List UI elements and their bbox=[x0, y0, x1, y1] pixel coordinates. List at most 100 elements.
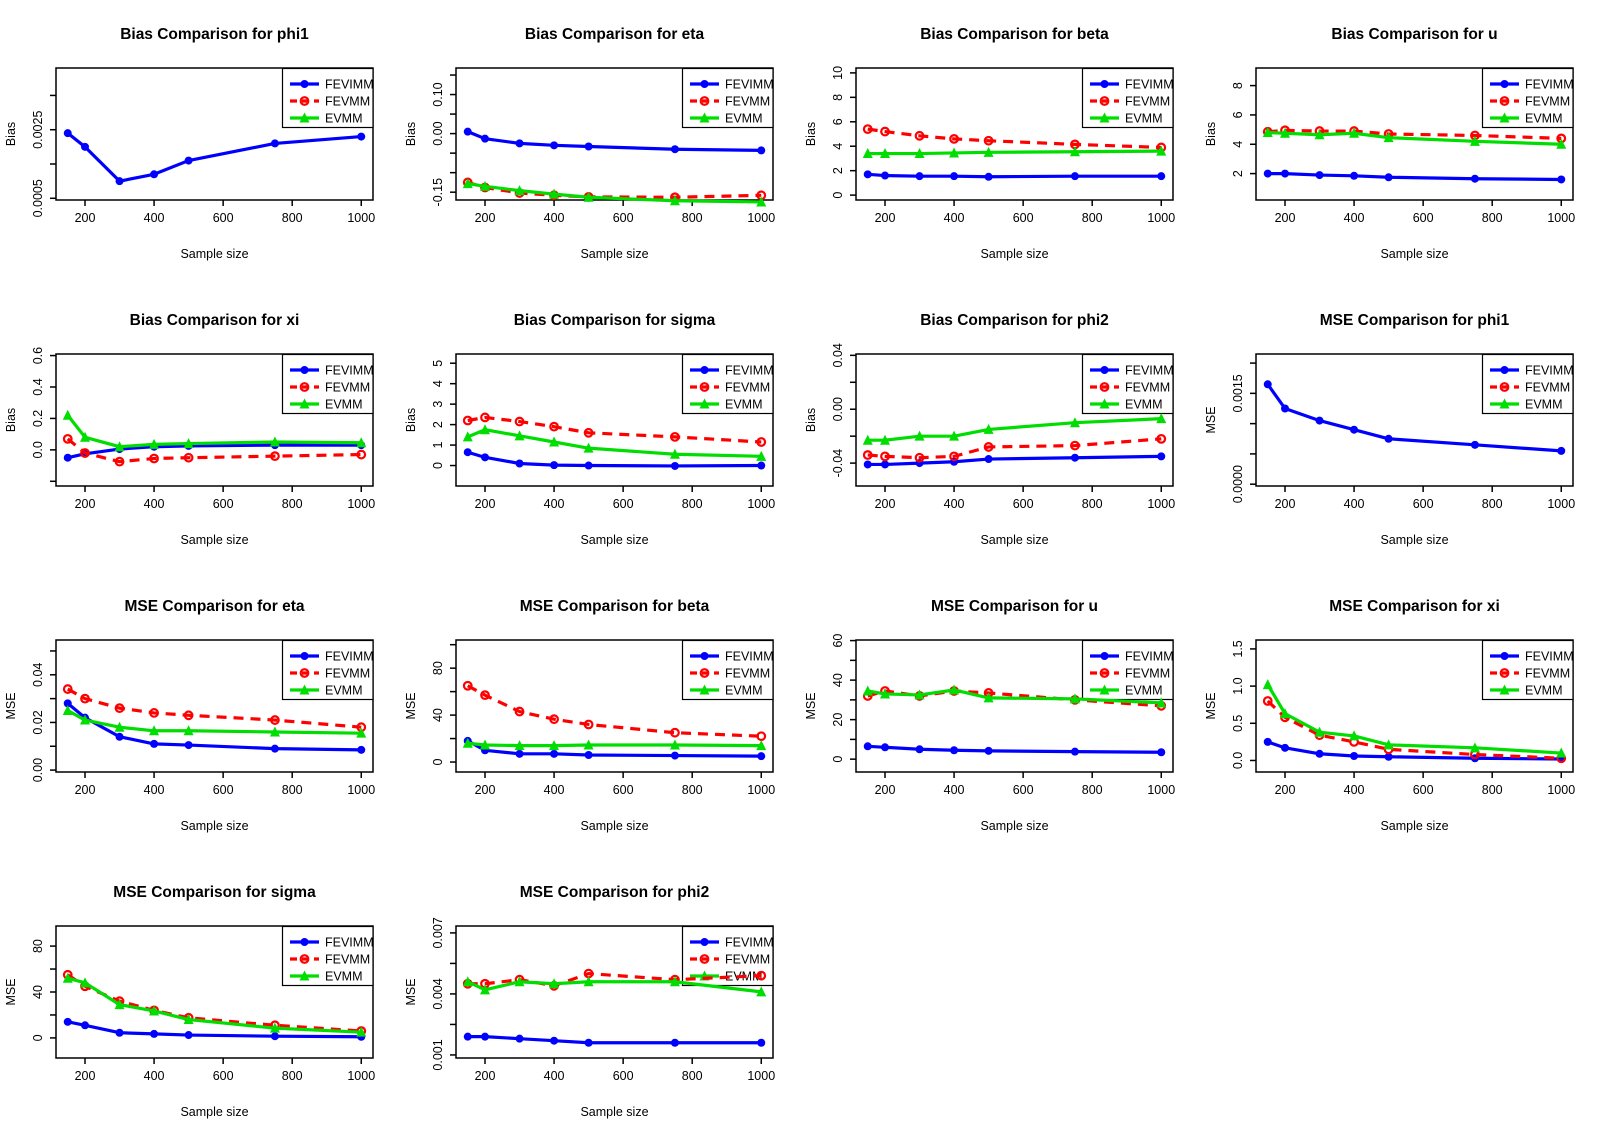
legend-label: FEVMM bbox=[325, 381, 370, 395]
marker-filled-triangle bbox=[114, 721, 125, 732]
chart-canvas-mse-comparison-for-phi1: MSE Comparison for phi1 200 400 600 800 1000 0… bbox=[1204, 312, 1575, 547]
marker-filled-triangle bbox=[1262, 679, 1273, 690]
marker-filled-triangle bbox=[1383, 739, 1394, 750]
marker-open-circle bbox=[756, 437, 767, 447]
marker-open-circle bbox=[514, 706, 525, 717]
marker-filled-triangle bbox=[914, 689, 925, 700]
marker-filled-circle bbox=[115, 177, 124, 186]
y-tick-label: -0.15 bbox=[431, 178, 445, 207]
x-tick-label: 400 bbox=[544, 211, 565, 225]
y-tick-label: 0 bbox=[431, 759, 445, 766]
x-tick-label: 400 bbox=[144, 1069, 165, 1083]
marker-filled-triangle bbox=[1069, 146, 1080, 157]
marker-filled-circle bbox=[550, 1036, 559, 1045]
chart-title: Bias Comparison for beta bbox=[920, 26, 1109, 43]
legend-label: FEVIMM bbox=[1125, 650, 1174, 664]
marker-filled-triangle bbox=[862, 685, 873, 696]
x-tick-label: 600 bbox=[1413, 783, 1434, 797]
legend-entry-evmm: EVMM bbox=[1490, 112, 1563, 126]
y-tick-label: 80 bbox=[31, 939, 45, 953]
x-tick-label: 1000 bbox=[747, 783, 775, 797]
series-evmm bbox=[462, 424, 767, 461]
plot-box bbox=[1255, 353, 1574, 487]
legend: FEVIMM FEVMM EVMM bbox=[281, 639, 374, 701]
marker-filled-triangle bbox=[756, 450, 767, 461]
marker-filled-triangle bbox=[949, 147, 960, 158]
marker-filled-triangle bbox=[299, 684, 310, 695]
series-line bbox=[867, 454, 1162, 467]
marker-filled-circle bbox=[1500, 652, 1509, 660]
marker-filled-triangle bbox=[62, 972, 73, 983]
marker-filled-circle bbox=[550, 141, 559, 150]
marker-open-circle bbox=[880, 451, 890, 462]
marker-open-circle bbox=[149, 453, 159, 464]
marker-filled-triangle bbox=[462, 737, 473, 748]
legend-label: FEVMM bbox=[1125, 95, 1170, 109]
y-tick-label: 0.007 bbox=[431, 917, 445, 948]
x-tick-label: 200 bbox=[75, 783, 96, 797]
marker-filled-triangle bbox=[583, 976, 594, 987]
series-evmm bbox=[462, 178, 767, 207]
marker-open-circle bbox=[670, 431, 680, 442]
y-axis-label: MSE bbox=[404, 978, 418, 1005]
x-tick-label: 800 bbox=[282, 211, 303, 225]
marker-filled-triangle bbox=[114, 441, 125, 452]
legend-label: EVMM bbox=[1125, 112, 1163, 126]
marker-filled-circle bbox=[1157, 452, 1166, 461]
marker-filled-triangle bbox=[669, 195, 680, 206]
y-tick-label: 1.0 bbox=[1231, 677, 1245, 694]
marker-filled-triangle bbox=[949, 684, 960, 695]
legend-label: FEVIMM bbox=[325, 78, 374, 92]
x-tick-label: 200 bbox=[475, 211, 496, 225]
x-tick-label: 200 bbox=[75, 211, 96, 225]
subplot-bias-comparison-for-u: Bias Comparison for u 200 400 600 800 1000 2 4 6… bbox=[1200, 0, 1600, 286]
legend: FEVIMM FEVMM EVMM bbox=[281, 67, 374, 129]
marker-filled-circle bbox=[270, 1032, 279, 1041]
series-evmm bbox=[1262, 127, 1567, 149]
legend: FEVIMM FEVMM EVMM bbox=[1081, 353, 1174, 415]
marker-open-circle bbox=[1099, 382, 1110, 392]
marker-filled-triangle bbox=[669, 739, 680, 750]
legend-label: FEVMM bbox=[725, 381, 770, 395]
legend-entry-fevimm: FEVIMM bbox=[290, 78, 374, 92]
marker-filled-triangle bbox=[914, 148, 925, 159]
x-axis-label: Sample size bbox=[580, 247, 648, 261]
marker-filled-circle bbox=[1070, 172, 1079, 181]
legend-entry-fevimm: FEVIMM bbox=[1090, 650, 1174, 664]
series-line bbox=[66, 709, 362, 735]
marker-filled-circle bbox=[1350, 752, 1359, 761]
legend: FEVIMM FEVMM EVMM bbox=[681, 353, 774, 415]
marker-filled-circle bbox=[300, 938, 309, 946]
marker-filled-circle bbox=[950, 746, 959, 755]
x-tick-label: 1000 bbox=[1147, 211, 1175, 225]
marker-filled-triangle bbox=[183, 1014, 194, 1025]
x-tick-label: 600 bbox=[213, 497, 234, 511]
x-tick-label: 1000 bbox=[347, 1069, 375, 1083]
x-tick-label: 600 bbox=[1413, 497, 1434, 511]
legend-label: FEVIMM bbox=[325, 650, 374, 664]
subplot-bias-comparison-for-phi1: Bias Comparison for phi1 200 400 600 800 1000… bbox=[0, 0, 400, 286]
marker-filled-triangle bbox=[983, 423, 994, 434]
marker-filled-triangle bbox=[1156, 145, 1167, 156]
marker-filled-triangle bbox=[269, 436, 280, 447]
marker-filled-triangle bbox=[462, 976, 473, 987]
marker-open-circle bbox=[862, 124, 873, 135]
legend-label: EVMM bbox=[1525, 112, 1563, 126]
chart-canvas-mse-comparison-for-beta: MSE Comparison for beta 200 400 600 800 1000 0… bbox=[404, 598, 775, 833]
legend-entry-evmm: EVMM bbox=[290, 684, 363, 698]
x-tick-label: 1000 bbox=[1147, 783, 1175, 797]
marker-open-circle bbox=[62, 433, 73, 444]
legend: FEVIMM FEVMM EVMM bbox=[1481, 67, 1574, 129]
y-axis-label: Bias bbox=[404, 408, 418, 432]
marker-filled-circle bbox=[463, 127, 472, 136]
y-tick-label: 4 bbox=[1231, 141, 1245, 148]
series-evmm bbox=[862, 145, 1167, 159]
legend-entry-fevmm: FEVMM bbox=[690, 667, 770, 681]
x-tick-label: 200 bbox=[475, 1069, 496, 1083]
legend-entry-fevimm: FEVIMM bbox=[1090, 78, 1174, 92]
marker-filled-circle bbox=[1100, 366, 1109, 374]
legend-label: FEVIMM bbox=[1125, 364, 1174, 378]
marker-filled-triangle bbox=[549, 188, 560, 199]
marker-open-circle bbox=[356, 449, 367, 460]
legend-entry-fevmm: FEVMM bbox=[1490, 381, 1570, 395]
